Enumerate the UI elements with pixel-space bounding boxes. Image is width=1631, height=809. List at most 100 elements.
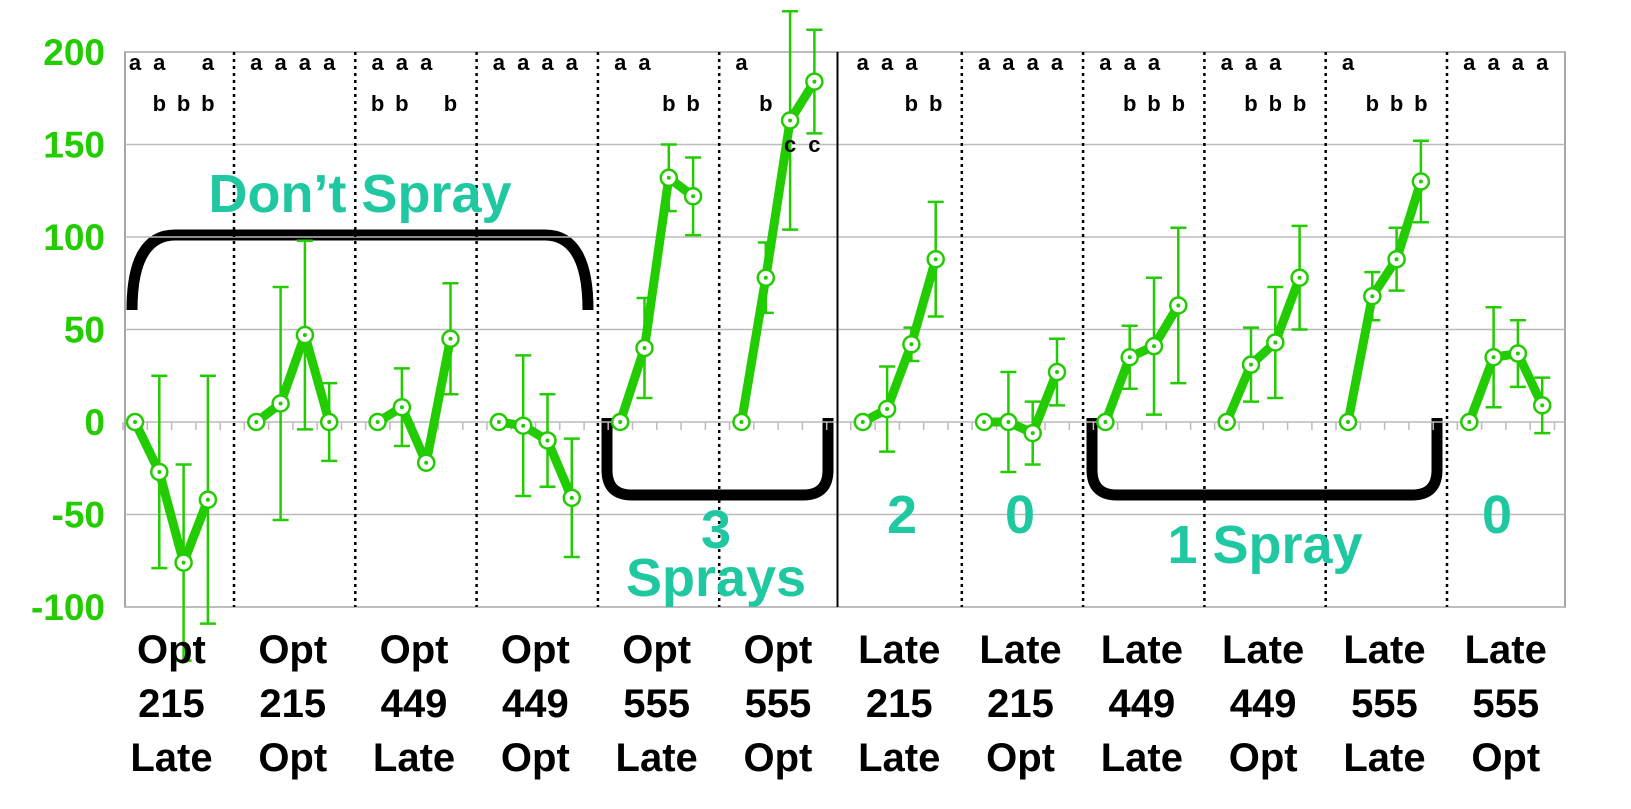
significance-letter: a [1487, 50, 1500, 75]
significance-letter: b [1293, 91, 1306, 116]
significance-letter: a [614, 50, 627, 75]
significance-letter: a [517, 50, 530, 75]
marker-dot [691, 194, 696, 199]
series-line [130, 420, 213, 568]
x-tick-label: Late [1465, 628, 1547, 672]
significance-letter: a [1269, 50, 1282, 75]
marker-dot [788, 118, 793, 123]
x-tick-label: 449 [1230, 682, 1297, 726]
x-tick-label: Opt [622, 628, 691, 672]
x-tick-label: Late [1343, 736, 1425, 780]
significance-letter: b [1414, 91, 1427, 116]
x-tick-label: 215 [138, 682, 205, 726]
y-tick-label: 0 [84, 402, 105, 443]
x-tick-label: Late [1101, 628, 1183, 672]
marker-dot [545, 438, 550, 443]
marker-dot [496, 420, 501, 424]
significance-letter: a [299, 50, 312, 75]
x-tick-label: Late [130, 736, 212, 780]
x-tick-label: Opt [744, 736, 813, 780]
marker-dot [1006, 420, 1011, 424]
marker-dot [860, 420, 865, 424]
marker-dot [1152, 344, 1156, 349]
significance-letter: a [1221, 50, 1234, 75]
annotation: Don’t Spray [208, 164, 511, 224]
annotation: 0 [1005, 485, 1035, 545]
marker-dot [982, 420, 987, 424]
significance-letter: a [905, 50, 918, 75]
x-tick-label: 555 [623, 682, 690, 726]
significance-letter: a [202, 50, 215, 75]
significance-letter: a [881, 50, 894, 75]
significance-letter: b [1244, 91, 1257, 116]
marker-dot [181, 560, 186, 565]
marker-dot [1127, 355, 1132, 360]
marker-dot [133, 420, 137, 424]
marker-dot [933, 257, 938, 262]
significance-letter: a [735, 50, 748, 75]
significance-letter: b [1366, 91, 1379, 116]
significance-letter: c [808, 132, 820, 157]
x-tick-label: 449 [1108, 682, 1175, 726]
y-tick-label: 150 [43, 125, 105, 166]
x-tick-label: 449 [502, 682, 569, 726]
significance-letter: a [371, 50, 384, 75]
marker-dot [1346, 420, 1350, 424]
x-tick-label: 215 [987, 682, 1054, 726]
marker-dot [1467, 420, 1472, 424]
marker-dot [327, 420, 332, 424]
x-tick-label: Opt [986, 736, 1055, 780]
significance-letter: b [395, 91, 408, 116]
significance-letter: b [1269, 91, 1282, 116]
significance-letter: b [153, 91, 166, 116]
marker-dot [1370, 294, 1375, 299]
x-tick-label: 449 [381, 682, 448, 726]
marker-dot [205, 497, 210, 502]
significance-letter: b [759, 91, 772, 116]
marker-dot [521, 423, 526, 428]
significance-letter: a [1099, 50, 1112, 75]
significance-letter: a [129, 50, 142, 75]
series-line [737, 79, 819, 423]
series-line [860, 257, 941, 426]
marker-dot [399, 405, 404, 410]
series-line [1465, 349, 1547, 424]
x-tick-label: Late [858, 628, 940, 672]
x-tick-label: Late [979, 628, 1061, 672]
y-tick-label: 50 [64, 310, 105, 351]
marker-dot [375, 420, 380, 424]
x-tick-label: 555 [1472, 682, 1539, 726]
marker-dot [1515, 351, 1520, 356]
significance-letter: a [420, 50, 433, 75]
marker-dot [1540, 403, 1545, 408]
series-line [984, 370, 1062, 438]
marker-dot [1103, 420, 1108, 424]
marker-dot [1176, 303, 1181, 308]
x-tick-label: 215 [259, 682, 326, 726]
significance-letter: b [177, 91, 190, 116]
y-tick-label: 200 [43, 32, 105, 73]
significance-letter: a [153, 50, 166, 75]
marker-dot [885, 407, 890, 412]
significance-letter: a [1536, 50, 1549, 75]
significance-letter: b [905, 91, 918, 116]
significance-letter: a [541, 50, 554, 75]
series-line [1101, 303, 1183, 424]
annotation: 0 [1482, 485, 1512, 545]
marker-dot [1224, 420, 1229, 424]
significance-letter: a [396, 50, 409, 75]
marker-dot [666, 175, 671, 180]
significance-letter: a [1051, 50, 1064, 75]
x-tick-label: Opt [1229, 736, 1298, 780]
x-tick-label: Opt [1471, 736, 1540, 780]
significance-letter: a [274, 50, 287, 75]
x-tick-label: Late [1222, 628, 1304, 672]
series-line [615, 173, 696, 424]
significance-letter: c [784, 132, 796, 157]
significance-letter: a [493, 50, 506, 75]
series-line [498, 417, 576, 500]
marker-dot [1055, 370, 1059, 375]
y-tick-label: 100 [43, 217, 105, 258]
significance-letter: a [1463, 50, 1476, 75]
